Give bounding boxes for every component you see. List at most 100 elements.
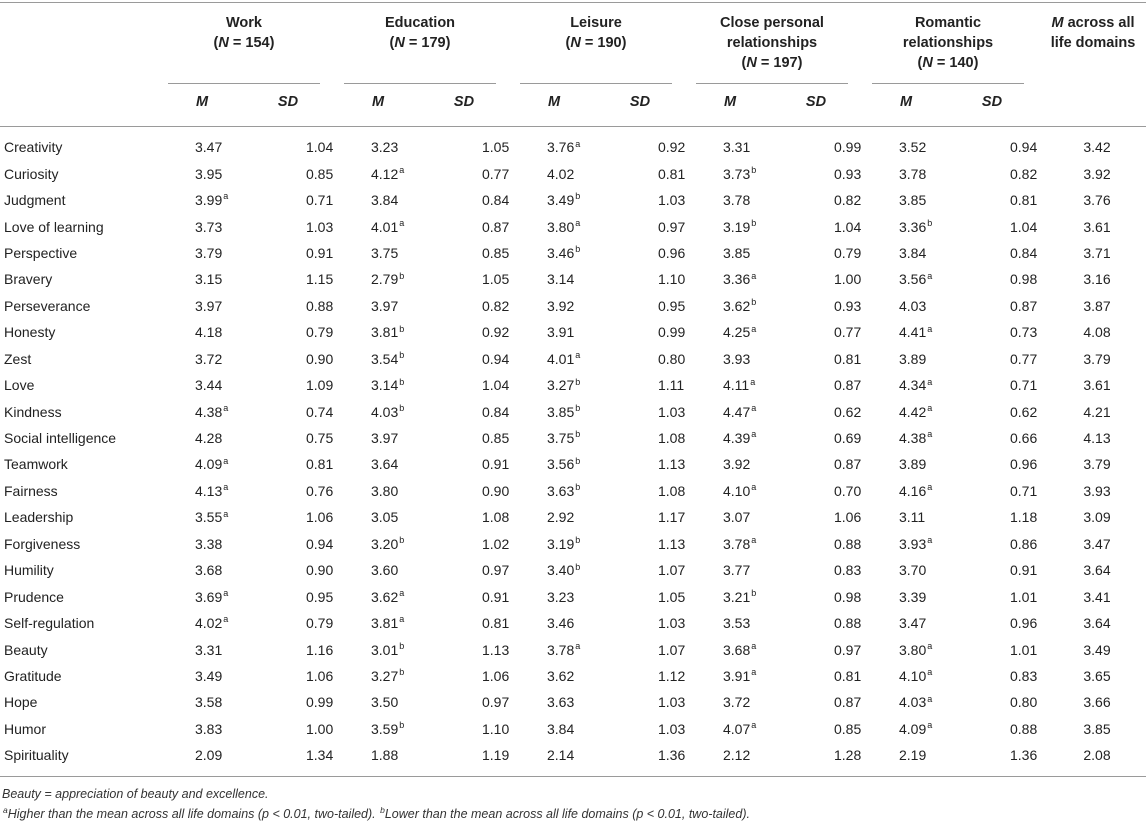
sd-cell: 1.34	[256, 742, 344, 768]
cell-value: 1.13	[658, 535, 686, 552]
sd-cell: 0.86	[960, 531, 1048, 557]
mean-cell: 3.38	[168, 531, 256, 557]
cell-value: 0.70	[834, 482, 862, 499]
cell-value: 0.81	[658, 165, 686, 182]
sd-cell: 1.01	[960, 583, 1048, 609]
significance-mark: a	[927, 402, 933, 413]
sd-cell: 0.99	[256, 689, 344, 715]
cell-value: 3.60	[371, 562, 399, 579]
sd-cell: 0.94	[256, 531, 344, 557]
table-row: Bravery 3.15 1.15 2.79b 1.05 3.14 1.10 3.36a 1.0…	[0, 266, 1146, 292]
cell-value: 0.88	[306, 297, 334, 314]
cell-value: 0.99	[834, 139, 862, 156]
cell-value: 1.04	[834, 218, 862, 235]
strength-name: Love	[4, 377, 35, 394]
cell-value: 3.91	[547, 324, 575, 341]
mean-all-cell: 3.85	[1083, 720, 1111, 737]
significance-mark: a	[751, 270, 757, 281]
cell-value: 0.77	[834, 324, 862, 341]
significance-mark: a	[750, 376, 756, 387]
cell-value: 3.62	[371, 588, 399, 605]
significance-mark: b	[399, 402, 405, 413]
mean-cell: 3.77	[696, 557, 784, 583]
strength-name: Bravery	[4, 271, 53, 288]
cell-value: 0.90	[306, 350, 334, 367]
sd-cell: 0.93	[784, 293, 872, 319]
cell-value: 4.03	[899, 297, 927, 314]
significance-mark: b	[399, 323, 405, 334]
cell-value: 3.72	[723, 694, 751, 711]
strength-name: Humor	[4, 720, 47, 737]
strengths-data-table: Creativity 3.47 1.04 3.23 1.05 3.76a 0.92 3.31 0…	[0, 134, 1146, 769]
significance-mark: b	[575, 191, 581, 202]
cell-value: 3.85	[899, 192, 927, 209]
sd-cell: 1.07	[608, 557, 696, 583]
column-header-title: M across all	[1040, 13, 1146, 33]
significance-mark: a	[927, 640, 933, 651]
cell-value: 4.34	[899, 377, 927, 394]
sd-cell: 0.99	[784, 134, 872, 160]
mean-cell: 3.39	[872, 583, 960, 609]
cell-value: 4.09	[195, 456, 223, 473]
n-value: = 197)	[760, 55, 803, 71]
mean-cell: 3.81b	[344, 319, 432, 345]
header-rule	[0, 126, 1146, 127]
mean-cell: 3.62	[520, 663, 608, 689]
cell-value: 2.12	[723, 747, 751, 764]
significance-mark: a	[751, 667, 757, 678]
mean-cell: 2.19	[872, 742, 960, 768]
column-header-title-2: relationships	[902, 35, 994, 51]
mean-all-cell: 3.79	[1083, 350, 1111, 367]
cell-value: 0.77	[482, 165, 510, 182]
table-row: Teamwork 4.09a 0.81 3.64 0.91 3.56b 1.13 3.92 0.…	[0, 451, 1146, 477]
significance-mark: b	[399, 535, 405, 546]
mean-cell: 4.11a	[696, 372, 784, 398]
mean-cell: 3.84	[872, 240, 960, 266]
cell-value: 1.06	[306, 667, 334, 684]
cell-value: 0.91	[1010, 562, 1038, 579]
strength-name: Self-regulation	[4, 615, 95, 632]
cell-value: 3.38	[195, 535, 223, 552]
cell-value: 4.12	[371, 165, 399, 182]
significance-mark: b	[399, 350, 405, 361]
cell-value: 0.96	[1010, 456, 1038, 473]
sd-cell: 1.11	[608, 372, 696, 398]
significance-mark: a	[223, 508, 229, 519]
cell-value: 3.78	[547, 641, 575, 658]
sd-cell: 1.04	[256, 134, 344, 160]
mean-cell: 3.19b	[520, 531, 608, 557]
sd-cell: 1.18	[960, 504, 1048, 530]
mean-cell: 3.14b	[344, 372, 432, 398]
mean-all-cell: 2.08	[1083, 747, 1111, 764]
cell-value: 3.89	[899, 456, 927, 473]
sd-cell: 0.88	[784, 531, 872, 557]
mean-cell: 4.41a	[872, 319, 960, 345]
cell-value: 0.83	[1010, 667, 1038, 684]
mean-all-cell: 3.41	[1083, 588, 1111, 605]
cell-value: 3.75	[371, 244, 399, 261]
mean-cell: 3.76a	[520, 134, 608, 160]
cell-value: 4.39	[723, 430, 751, 447]
strength-name: Forgiveness	[4, 535, 81, 552]
table-row: Prudence 3.69a 0.95 3.62a 0.91 3.23 1.05 3.21b 0…	[0, 583, 1146, 609]
significance-mark: a	[399, 165, 405, 175]
cell-value: 0.87	[482, 218, 510, 235]
significance-mark: a	[575, 217, 581, 228]
mean-cell: 3.27b	[344, 663, 432, 689]
cell-value: 3.81	[371, 324, 399, 341]
mean-cell: 3.11	[872, 504, 960, 530]
significance-mark: a	[223, 614, 229, 625]
sd-cell: 0.85	[432, 240, 520, 266]
sd-cell: 0.79	[784, 240, 872, 266]
mean-cell: 3.49	[168, 663, 256, 689]
mean-cell: 3.91	[520, 319, 608, 345]
group-rule-education	[344, 83, 496, 84]
sd-cell: 0.96	[960, 610, 1048, 636]
sd-cell: 0.97	[432, 689, 520, 715]
cell-value: 0.94	[482, 350, 510, 367]
cell-value: 0.97	[834, 641, 862, 658]
cell-value: 0.81	[482, 615, 510, 632]
cell-value: 0.82	[482, 297, 510, 314]
cell-value: 4.03	[899, 694, 927, 711]
sd-cell: 1.00	[784, 266, 872, 292]
